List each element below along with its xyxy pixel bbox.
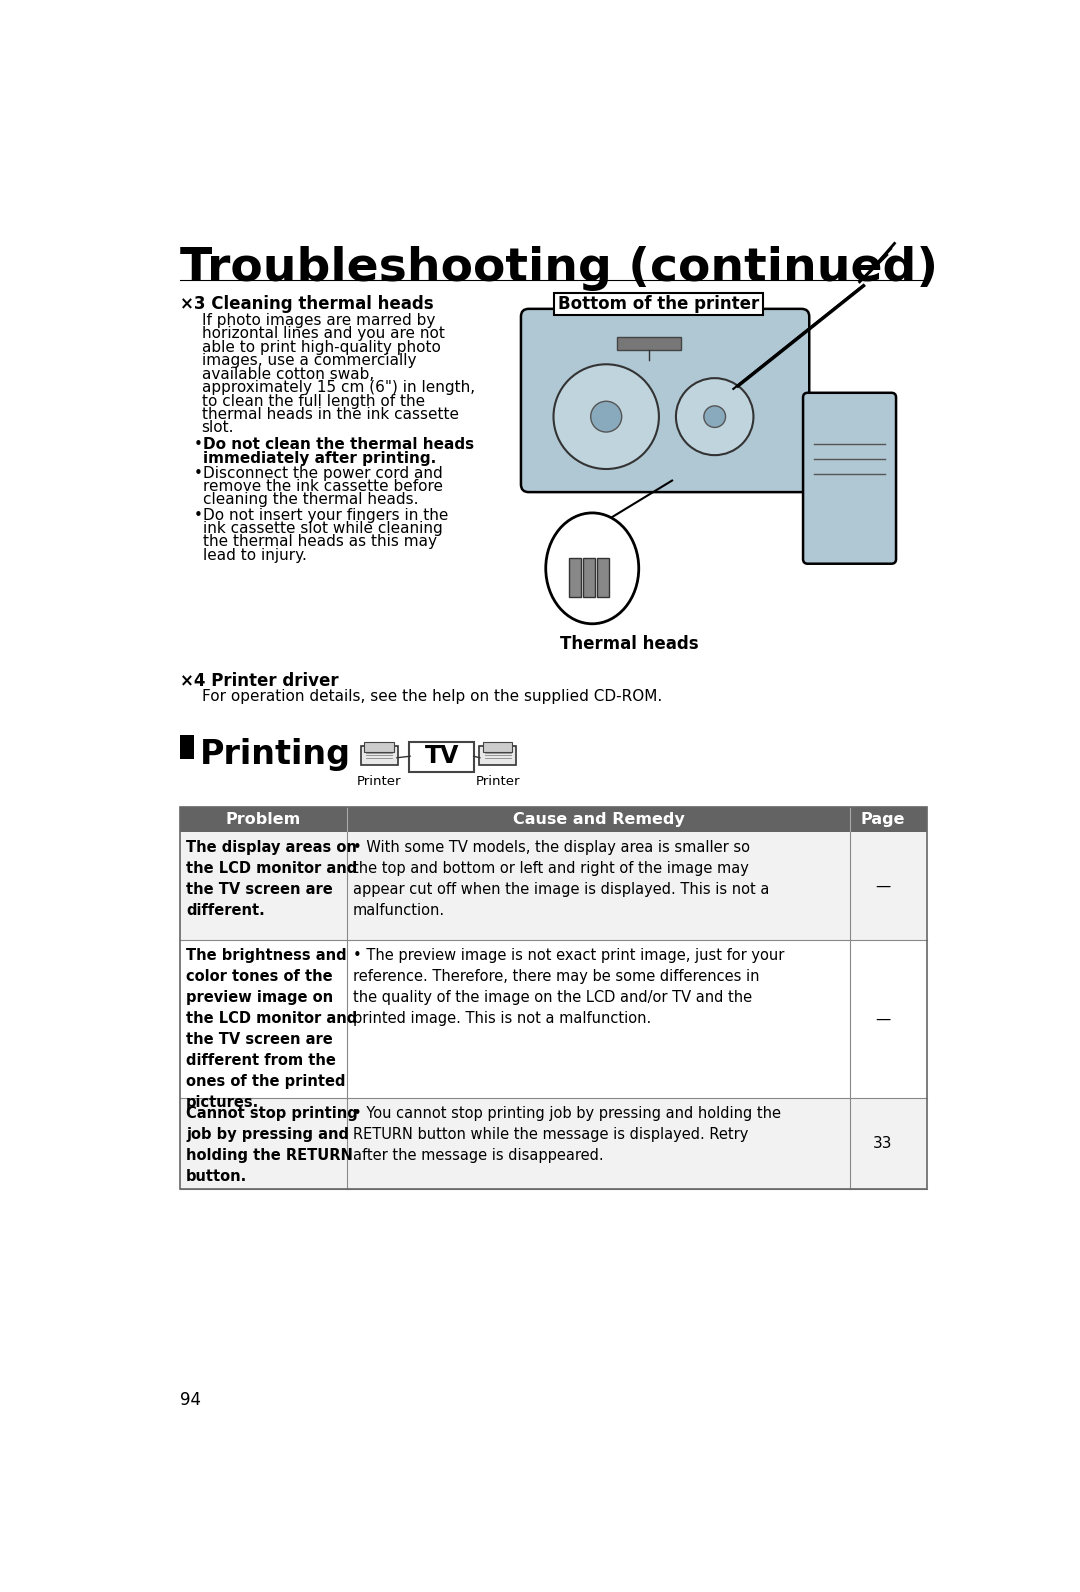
Text: Printing: Printing bbox=[200, 737, 351, 771]
Text: able to print high-quality photo: able to print high-quality photo bbox=[202, 339, 441, 355]
Circle shape bbox=[591, 401, 622, 431]
FancyBboxPatch shape bbox=[804, 393, 896, 564]
Text: Thermal heads: Thermal heads bbox=[559, 635, 699, 653]
Text: cleaning the thermal heads.: cleaning the thermal heads. bbox=[203, 492, 419, 508]
Text: •: • bbox=[194, 438, 203, 452]
Text: Bottom of the printer: Bottom of the printer bbox=[557, 295, 759, 314]
Text: 33: 33 bbox=[873, 1137, 892, 1151]
Text: slot.: slot. bbox=[202, 420, 234, 436]
Text: lead to injury.: lead to injury. bbox=[203, 548, 307, 564]
Text: Do not insert your fingers in the: Do not insert your fingers in the bbox=[203, 508, 448, 522]
Bar bbox=[180, 941, 927, 1098]
Text: ×4 Printer driver: ×4 Printer driver bbox=[180, 672, 338, 691]
Circle shape bbox=[554, 365, 659, 470]
Text: Page: Page bbox=[861, 812, 905, 828]
Bar bbox=[180, 807, 927, 833]
Bar bbox=[180, 1098, 927, 1189]
Text: 94: 94 bbox=[180, 1391, 201, 1409]
Text: approximately 15 cm (6") in length,: approximately 15 cm (6") in length, bbox=[202, 380, 475, 395]
Text: ink cassette slot while cleaning: ink cassette slot while cleaning bbox=[203, 521, 443, 537]
Text: • The preview image is not exact print image, just for your
reference. Therefore: • The preview image is not exact print i… bbox=[353, 947, 784, 1025]
FancyBboxPatch shape bbox=[480, 747, 516, 764]
Text: •: • bbox=[194, 465, 203, 481]
Text: remove the ink cassette before: remove the ink cassette before bbox=[203, 479, 443, 494]
Text: The brightness and
color tones of the
preview image on
the LCD monitor and
the T: The brightness and color tones of the pr… bbox=[186, 947, 357, 1110]
Text: images, use a commercially: images, use a commercially bbox=[202, 353, 416, 368]
FancyBboxPatch shape bbox=[483, 742, 512, 751]
Text: to clean the full length of the: to clean the full length of the bbox=[202, 393, 424, 409]
Text: —: — bbox=[875, 879, 890, 893]
Text: the thermal heads as this may: the thermal heads as this may bbox=[203, 535, 437, 549]
FancyBboxPatch shape bbox=[521, 309, 809, 492]
FancyBboxPatch shape bbox=[409, 742, 474, 772]
Text: If photo images are marred by: If photo images are marred by bbox=[202, 312, 435, 328]
Text: Disconnect the power cord and: Disconnect the power cord and bbox=[203, 465, 443, 481]
Text: —: — bbox=[875, 1011, 890, 1027]
Text: •: • bbox=[194, 508, 203, 522]
Text: Printer: Printer bbox=[356, 775, 402, 788]
Text: immediately after printing.: immediately after printing. bbox=[203, 451, 436, 465]
FancyBboxPatch shape bbox=[583, 559, 595, 597]
Text: available cotton swab,: available cotton swab, bbox=[202, 366, 374, 382]
Text: The display areas on
the LCD monitor and
the TV screen are
different.: The display areas on the LCD monitor and… bbox=[186, 841, 357, 919]
Text: • With some TV models, the display area is smaller so
the top and bottom or left: • With some TV models, the display area … bbox=[353, 841, 769, 919]
Text: Do not clean the thermal heads: Do not clean the thermal heads bbox=[203, 438, 474, 452]
Ellipse shape bbox=[545, 513, 638, 624]
Text: Cannot stop printing
job by pressing and
holding the RETURN
button.: Cannot stop printing job by pressing and… bbox=[186, 1106, 357, 1184]
FancyBboxPatch shape bbox=[554, 293, 762, 315]
FancyBboxPatch shape bbox=[597, 559, 609, 597]
Text: thermal heads in the ink cassette: thermal heads in the ink cassette bbox=[202, 408, 459, 422]
Text: horizontal lines and you are not: horizontal lines and you are not bbox=[202, 326, 445, 341]
FancyBboxPatch shape bbox=[364, 742, 394, 751]
Circle shape bbox=[676, 379, 754, 455]
Bar bbox=[180, 734, 194, 759]
Circle shape bbox=[704, 406, 726, 427]
Text: Troubleshooting (continued): Troubleshooting (continued) bbox=[180, 247, 937, 291]
FancyBboxPatch shape bbox=[617, 338, 680, 350]
Text: Printer: Printer bbox=[475, 775, 519, 788]
Text: For operation details, see the help on the supplied CD-ROM.: For operation details, see the help on t… bbox=[202, 689, 662, 704]
Text: TV: TV bbox=[424, 743, 459, 769]
Text: ×3 Cleaning thermal heads: ×3 Cleaning thermal heads bbox=[180, 295, 433, 314]
Text: • You cannot stop printing job by pressing and holding the
RETURN button while t: • You cannot stop printing job by pressi… bbox=[353, 1106, 781, 1162]
Text: Cause and Remedy: Cause and Remedy bbox=[513, 812, 685, 828]
FancyBboxPatch shape bbox=[361, 747, 397, 764]
Bar bbox=[180, 833, 927, 941]
Text: Problem: Problem bbox=[226, 812, 301, 828]
Bar bbox=[180, 807, 927, 1189]
FancyBboxPatch shape bbox=[569, 559, 581, 597]
